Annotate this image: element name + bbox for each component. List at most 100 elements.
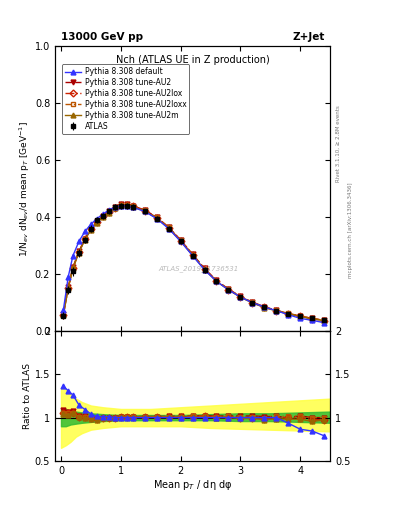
Pythia 8.308 tune-AU2lox bbox=[142, 207, 147, 214]
Pythia 8.308 tune-AU2 bbox=[310, 315, 314, 322]
Pythia 8.308 default bbox=[130, 204, 135, 210]
Pythia 8.308 default bbox=[178, 238, 183, 244]
Pythia 8.308 tune-AU2 bbox=[83, 236, 87, 242]
Pythia 8.308 tune-AU2m bbox=[298, 313, 303, 319]
Pythia 8.308 default bbox=[66, 274, 70, 280]
Pythia 8.308 default bbox=[286, 312, 290, 318]
Pythia 8.308 tune-AU2m bbox=[61, 312, 66, 318]
Pythia 8.308 default bbox=[107, 207, 111, 213]
Pythia 8.308 tune-AU2lox bbox=[61, 312, 66, 318]
Pythia 8.308 default bbox=[88, 221, 93, 227]
Pythia 8.308 tune-AU2lox bbox=[250, 300, 255, 306]
Pythia 8.308 default bbox=[202, 267, 207, 273]
Pythia 8.308 tune-AU2loxx bbox=[214, 278, 219, 284]
Pythia 8.308 default bbox=[250, 300, 255, 306]
Pythia 8.308 tune-AU2loxx bbox=[95, 219, 99, 225]
Pythia 8.308 tune-AU2lox bbox=[118, 202, 123, 208]
Pythia 8.308 tune-AU2loxx bbox=[154, 215, 159, 221]
Pythia 8.308 tune-AU2lox bbox=[262, 304, 267, 310]
Pythia 8.308 tune-AU2m bbox=[250, 300, 255, 306]
Pythia 8.308 tune-AU2lox bbox=[178, 238, 183, 244]
Pythia 8.308 tune-AU2 bbox=[226, 286, 231, 292]
Pythia 8.308 tune-AU2lox bbox=[214, 278, 219, 284]
Pythia 8.308 default bbox=[61, 307, 66, 313]
Pythia 8.308 tune-AU2 bbox=[118, 201, 123, 207]
Pythia 8.308 tune-AU2 bbox=[262, 304, 267, 310]
Pythia 8.308 tune-AU2loxx bbox=[77, 249, 81, 255]
Pythia 8.308 tune-AU2lox bbox=[95, 219, 99, 225]
Pythia 8.308 tune-AU2loxx bbox=[202, 266, 207, 272]
Pythia 8.308 tune-AU2m bbox=[274, 308, 279, 314]
Pythia 8.308 tune-AU2 bbox=[130, 203, 135, 209]
Pythia 8.308 tune-AU2 bbox=[274, 307, 279, 313]
Pythia 8.308 default bbox=[226, 287, 231, 293]
X-axis label: Mean p$_T$ / dη dφ: Mean p$_T$ / dη dφ bbox=[153, 478, 232, 493]
Pythia 8.308 default bbox=[112, 204, 117, 210]
Pythia 8.308 tune-AU2m bbox=[77, 249, 81, 255]
Pythia 8.308 tune-AU2 bbox=[66, 284, 70, 290]
Pythia 8.308 tune-AU2lox bbox=[286, 310, 290, 316]
Pythia 8.308 tune-AU2m bbox=[286, 311, 290, 317]
Legend: Pythia 8.308 default, Pythia 8.308 tune-AU2, Pythia 8.308 tune-AU2lox, Pythia 8.: Pythia 8.308 default, Pythia 8.308 tune-… bbox=[62, 64, 189, 134]
Pythia 8.308 tune-AU2 bbox=[166, 224, 171, 230]
Pythia 8.308 tune-AU2lox bbox=[226, 287, 231, 293]
Pythia 8.308 tune-AU2loxx bbox=[226, 286, 231, 292]
Pythia 8.308 default bbox=[77, 238, 81, 244]
Pythia 8.308 default bbox=[262, 304, 267, 310]
Pythia 8.308 tune-AU2loxx bbox=[250, 300, 255, 306]
Pythia 8.308 tune-AU2loxx bbox=[178, 237, 183, 243]
Pythia 8.308 tune-AU2loxx bbox=[101, 213, 105, 219]
Pythia 8.308 tune-AU2loxx bbox=[66, 285, 70, 291]
Text: Z+Jet: Z+Jet bbox=[292, 32, 325, 42]
Pythia 8.308 tune-AU2lox bbox=[202, 266, 207, 272]
Pythia 8.308 tune-AU2 bbox=[101, 212, 105, 219]
Pythia 8.308 tune-AU2loxx bbox=[130, 203, 135, 209]
Pythia 8.308 tune-AU2 bbox=[190, 251, 195, 258]
Pythia 8.308 tune-AU2loxx bbox=[61, 312, 66, 318]
Pythia 8.308 tune-AU2m bbox=[101, 214, 105, 220]
Pythia 8.308 default bbox=[310, 317, 314, 324]
Pythia 8.308 tune-AU2m bbox=[190, 252, 195, 259]
Pythia 8.308 tune-AU2 bbox=[107, 208, 111, 215]
Pythia 8.308 tune-AU2m bbox=[226, 287, 231, 293]
Pythia 8.308 default bbox=[154, 216, 159, 222]
Pythia 8.308 default bbox=[238, 294, 243, 300]
Pythia 8.308 tune-AU2 bbox=[88, 225, 93, 231]
Pythia 8.308 default bbox=[101, 211, 105, 218]
Pythia 8.308 tune-AU2lox bbox=[88, 226, 93, 232]
Pythia 8.308 tune-AU2lox bbox=[166, 225, 171, 231]
Pythia 8.308 tune-AU2 bbox=[214, 278, 219, 284]
Pythia 8.308 tune-AU2loxx bbox=[142, 207, 147, 214]
Pythia 8.308 tune-AU2loxx bbox=[298, 313, 303, 319]
Pythia 8.308 tune-AU2 bbox=[112, 204, 117, 210]
Pythia 8.308 tune-AU2loxx bbox=[71, 265, 75, 271]
Pythia 8.308 tune-AU2lox bbox=[322, 317, 327, 324]
Pythia 8.308 tune-AU2lox bbox=[107, 209, 111, 215]
Pythia 8.308 tune-AU2loxx bbox=[190, 251, 195, 258]
Pythia 8.308 tune-AU2m bbox=[88, 227, 93, 233]
Pythia 8.308 default bbox=[190, 252, 195, 259]
Pythia 8.308 tune-AU2lox bbox=[238, 294, 243, 300]
Pythia 8.308 tune-AU2m bbox=[238, 294, 243, 301]
Pythia 8.308 tune-AU2loxx bbox=[310, 315, 314, 322]
Pythia 8.308 tune-AU2lox bbox=[298, 313, 303, 319]
Pythia 8.308 tune-AU2loxx bbox=[286, 310, 290, 316]
Pythia 8.308 tune-AU2lox bbox=[83, 237, 87, 243]
Text: 13000 GeV pp: 13000 GeV pp bbox=[61, 32, 143, 42]
Pythia 8.308 tune-AU2 bbox=[125, 201, 129, 207]
Pythia 8.308 tune-AU2loxx bbox=[166, 224, 171, 230]
Pythia 8.308 tune-AU2lox bbox=[71, 265, 75, 271]
Pythia 8.308 tune-AU2m bbox=[125, 202, 129, 208]
Line: Pythia 8.308 tune-AU2loxx: Pythia 8.308 tune-AU2loxx bbox=[61, 202, 327, 323]
Y-axis label: 1/N$_{ev}$ dN$_{ev}$/d mean p$_T$ [GeV$^{-1}$]: 1/N$_{ev}$ dN$_{ev}$/d mean p$_T$ [GeV$^… bbox=[18, 121, 32, 257]
Pythia 8.308 tune-AU2m bbox=[202, 267, 207, 273]
Pythia 8.308 tune-AU2loxx bbox=[274, 307, 279, 313]
Pythia 8.308 default bbox=[274, 308, 279, 314]
Pythia 8.308 tune-AU2m bbox=[154, 215, 159, 221]
Pythia 8.308 tune-AU2 bbox=[238, 293, 243, 300]
Pythia 8.308 tune-AU2m bbox=[83, 237, 87, 243]
Pythia 8.308 default bbox=[214, 278, 219, 284]
Pythia 8.308 default bbox=[95, 216, 99, 222]
Pythia 8.308 tune-AU2m bbox=[95, 220, 99, 226]
Pythia 8.308 tune-AU2m bbox=[214, 278, 219, 284]
